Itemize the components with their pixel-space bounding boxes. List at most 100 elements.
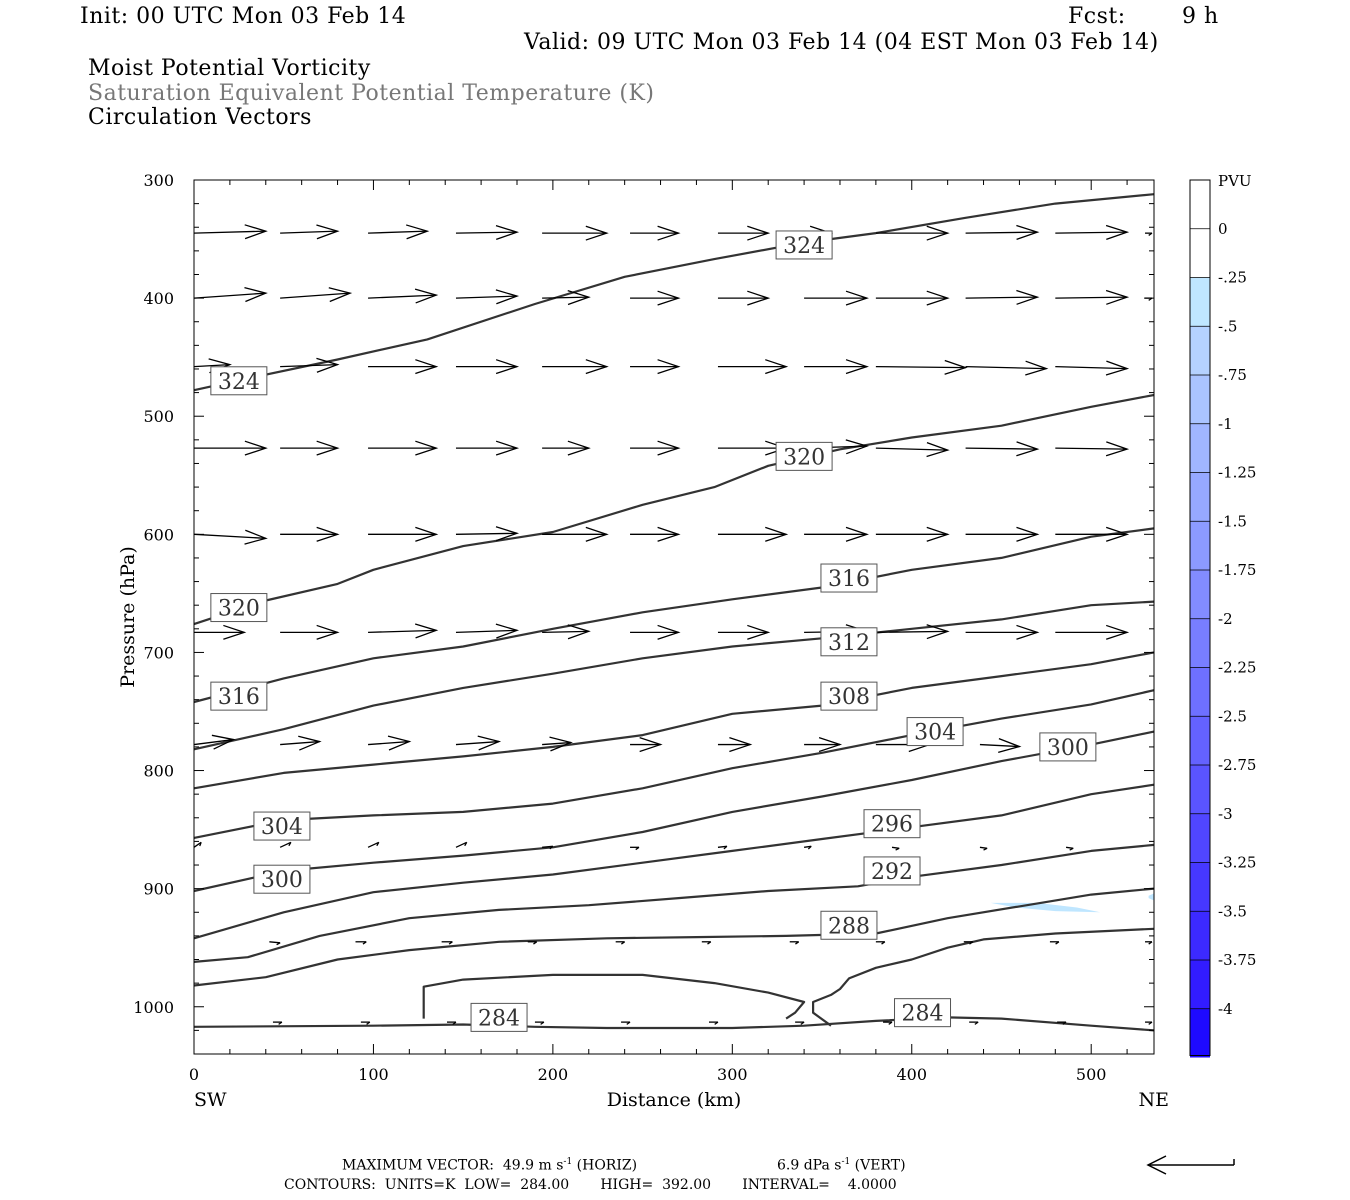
colorbar-swatch-6: [1190, 472, 1210, 522]
vector-8-9: [1049, 941, 1060, 945]
svg-text:292: 292: [871, 860, 913, 885]
contour-324-0: [193, 193, 1155, 392]
colorbar-swatch-13: [1190, 813, 1210, 863]
svg-text:288: 288: [828, 914, 870, 939]
x-tick-label-100: 100: [358, 1065, 389, 1084]
vector-5-2: [368, 623, 439, 639]
vector-2-7: [804, 359, 869, 375]
colorbar-label-7: -1.75: [1218, 561, 1256, 579]
vector-5-3: [455, 623, 520, 639]
vector-6-9: [979, 737, 1022, 754]
vector-1-2: [368, 288, 439, 304]
colorbar-swatch-7: [1190, 521, 1210, 570]
theta-es-contours: [193, 193, 1155, 1032]
init-time: Init: 00 UTC Mon 03 Feb 14: [80, 4, 407, 29]
vector-7-6: [717, 845, 728, 850]
circulation-vectors: [193, 224, 1153, 1025]
svg-text:300: 300: [261, 868, 303, 893]
vector-1-10: [1055, 289, 1130, 305]
contour-label-316-5: 316: [210, 681, 268, 711]
vector-9-3: [534, 1021, 545, 1025]
x-tick-label-500: 500: [1076, 1065, 1107, 1084]
y-tick-label-700: 700: [143, 643, 174, 662]
vector-6-7: [804, 737, 843, 753]
colorbar-label-14: -3.5: [1218, 902, 1247, 920]
vector-4-0: [193, 529, 268, 545]
vector-9-10: [1145, 1021, 1153, 1025]
vector-2-2: [368, 359, 439, 375]
vector-2-8: [875, 359, 968, 375]
vector-7-0: [193, 841, 202, 848]
vector-8-5: [701, 941, 712, 945]
vector-9-1: [360, 1021, 371, 1025]
vector-7-2: [367, 841, 380, 848]
vector-5-1: [280, 624, 340, 640]
max-vector-text: MAXIMUM VECTOR: 49.9 m s-1 (HORIZ): [342, 1157, 638, 1174]
contour-labels: 324 324 320 320 316 316 312 308 304 300 304 296 300 2…: [210, 230, 1097, 1032]
vector-9-9: [1057, 1021, 1067, 1025]
vector-3-8: [875, 441, 950, 458]
vector-8-3: [527, 941, 538, 945]
colorbar-label-1: -.25: [1218, 269, 1247, 287]
colorbar-swatch-3: [1190, 326, 1210, 375]
vector-4-10: [1055, 526, 1130, 542]
contour-label-304-8: 304: [906, 717, 964, 747]
colorbar-swatch-1: [1190, 228, 1210, 278]
colorbar-swatch-0: [1190, 180, 1210, 229]
vector-2-10: [1055, 360, 1130, 376]
y-tick-label-900: 900: [143, 880, 174, 899]
contour-284-11: [422, 973, 806, 1020]
vector-9-8: [969, 1021, 979, 1025]
vector-5-6: [717, 624, 771, 640]
vector-7-4: [542, 845, 554, 850]
vector-2-3: [455, 359, 520, 375]
vector-7-8: [891, 846, 900, 851]
vector-1-8: [875, 290, 950, 306]
y-tick-label-400: 400: [143, 289, 174, 308]
vector-8-0: [269, 941, 281, 946]
vector-8-10: [1145, 941, 1153, 945]
svg-text:304: 304: [261, 815, 303, 840]
colorbar-label-12: -3: [1218, 805, 1233, 823]
vector-8-1: [355, 941, 367, 945]
y-tick-label-500: 500: [143, 407, 174, 426]
vector-4-8: [875, 526, 950, 542]
pv-shaded-region-0: [990, 902, 1101, 913]
vector-0-3: [455, 224, 520, 241]
vector-6-6: [717, 737, 753, 753]
contour-label-304-10: 304: [253, 811, 311, 841]
svg-text:284: 284: [478, 1006, 520, 1031]
vector-0-6: [717, 225, 771, 241]
axes: 300 400 500 600 700 800 900 1000 0 100 200 300 400 50…: [133, 171, 1154, 1084]
field-title-mpv: Moist Potential Vorticity: [88, 56, 371, 81]
vector-9-0: [272, 1021, 283, 1025]
vector-0-1: [280, 224, 340, 240]
vector-6-0: [193, 734, 236, 750]
svg-text:308: 308: [828, 685, 870, 710]
vector-7-10: [1065, 846, 1074, 851]
contour-label-284-15: 284: [470, 1002, 528, 1032]
colorbar-swatch-14: [1190, 862, 1210, 912]
vector-5-0: [194, 624, 247, 640]
vector-2-1: [280, 357, 340, 373]
svg-text:324: 324: [218, 370, 260, 395]
reference-vector: [1146, 1155, 1235, 1175]
colorbar-label-10: -2.5: [1218, 707, 1247, 725]
vector-1-0: [193, 287, 268, 303]
vector-4-1: [280, 526, 340, 542]
vector-6-1: [280, 735, 322, 751]
vector-9-7: [883, 1021, 893, 1025]
field-title-theta-es: Saturation Equivalent Potential Temperat…: [88, 81, 655, 106]
vector-0-10: [1055, 224, 1130, 240]
vector-1-5: [630, 290, 681, 306]
contour-296-7: [193, 783, 1155, 940]
vector-4-6: [717, 526, 789, 542]
y-tick-label-300: 300: [143, 171, 174, 190]
vector-9-6: [795, 1021, 805, 1025]
vector-6-5: [630, 737, 663, 753]
contour-label-320-2: 320: [775, 441, 833, 471]
contour-284-12: [811, 927, 1155, 1027]
vector-5-5: [630, 624, 681, 640]
svg-text:324: 324: [783, 234, 825, 259]
colorbar-label-4: -1: [1218, 415, 1233, 433]
